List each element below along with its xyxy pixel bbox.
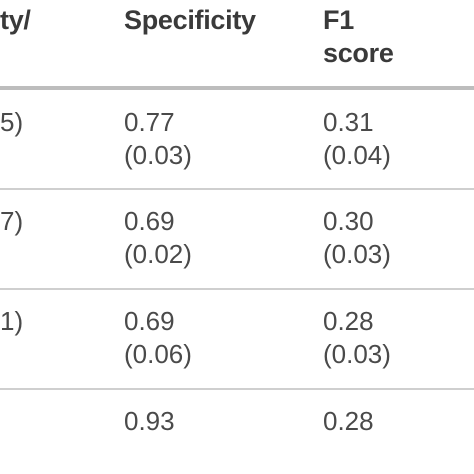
- row-2-partial-cell: 7): [0, 206, 24, 236]
- row-3-partial-cell: 1): [0, 306, 24, 336]
- row-3-specificity-cell: 0.69 (0.06): [124, 306, 192, 369]
- header-cell-f1-score: F1 score: [323, 5, 394, 68]
- row-2-f1-cell: 0.30 (0.03): [323, 206, 391, 269]
- row-3-f1-cell: 0.28 (0.03): [323, 306, 391, 369]
- header-cell-specificity: Specificity: [124, 5, 256, 35]
- row-divider: [0, 188, 474, 190]
- row-divider: [0, 288, 474, 290]
- header-divider: [0, 86, 474, 90]
- row-1-partial-cell: 5): [0, 107, 24, 137]
- row-4-f1-cell: 0.28: [323, 406, 374, 436]
- row-4-specificity-cell: 0.93: [124, 406, 175, 436]
- row-2-specificity-cell: 0.69 (0.02): [124, 206, 192, 269]
- row-1-f1-cell: 0.31 (0.04): [323, 107, 391, 170]
- row-divider: [0, 388, 474, 390]
- header-cell-partial: ty/: [0, 5, 31, 35]
- row-1-specificity-cell: 0.77 (0.03): [124, 107, 192, 170]
